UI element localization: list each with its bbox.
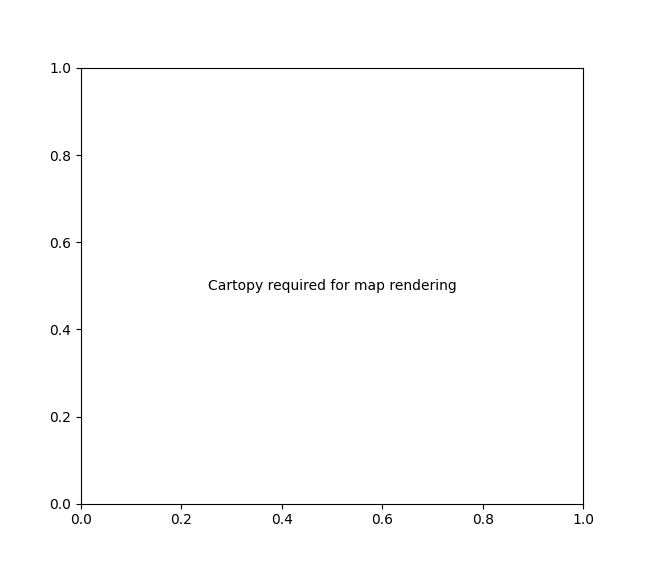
Text: Cartopy required for map rendering: Cartopy required for map rendering bbox=[208, 279, 456, 293]
